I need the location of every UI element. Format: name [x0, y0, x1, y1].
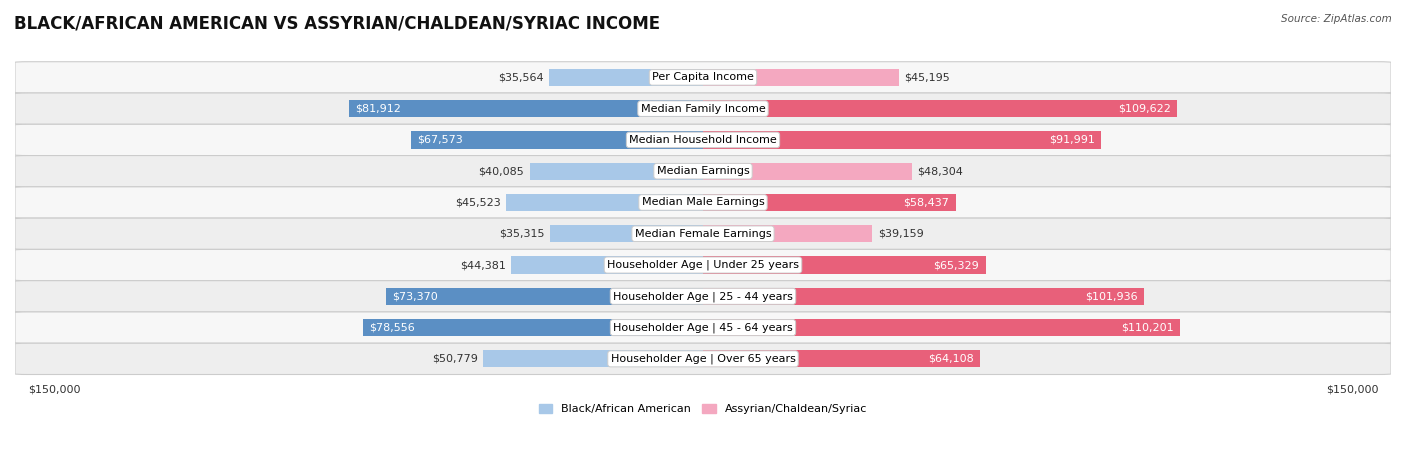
Text: $65,329: $65,329	[934, 260, 979, 270]
Bar	[530, 163, 703, 180]
FancyBboxPatch shape	[15, 249, 1391, 281]
Text: $78,556: $78,556	[370, 323, 415, 333]
Bar	[550, 69, 703, 86]
Text: $45,195: $45,195	[904, 72, 949, 82]
Bar	[506, 194, 703, 211]
Text: Householder Age | Over 65 years: Householder Age | Over 65 years	[610, 354, 796, 364]
Text: Source: ZipAtlas.com: Source: ZipAtlas.com	[1281, 14, 1392, 24]
Text: $73,370: $73,370	[392, 291, 437, 301]
Text: $101,936: $101,936	[1085, 291, 1137, 301]
Text: Per Capita Income: Per Capita Income	[652, 72, 754, 82]
Bar	[510, 256, 703, 274]
Bar	[411, 131, 703, 149]
Bar	[484, 350, 703, 368]
Text: $91,991: $91,991	[1049, 135, 1094, 145]
Bar	[703, 131, 1101, 149]
Text: $48,304: $48,304	[917, 166, 963, 176]
Text: Householder Age | 45 - 64 years: Householder Age | 45 - 64 years	[613, 322, 793, 333]
Bar	[703, 69, 898, 86]
Text: Median Male Earnings: Median Male Earnings	[641, 198, 765, 207]
Bar	[703, 319, 1180, 336]
Bar	[703, 256, 986, 274]
Bar	[349, 100, 703, 117]
Bar	[703, 288, 1144, 305]
Text: $35,564: $35,564	[498, 72, 544, 82]
Text: Median Earnings: Median Earnings	[657, 166, 749, 176]
Text: Householder Age | 25 - 44 years: Householder Age | 25 - 44 years	[613, 291, 793, 302]
Text: $110,201: $110,201	[1121, 323, 1174, 333]
Text: $109,622: $109,622	[1118, 104, 1171, 113]
Text: $39,159: $39,159	[877, 229, 924, 239]
Text: $40,085: $40,085	[478, 166, 524, 176]
Bar	[363, 319, 703, 336]
Legend: Black/African American, Assyrian/Chaldean/Syriac: Black/African American, Assyrian/Chaldea…	[534, 399, 872, 419]
Text: $44,381: $44,381	[460, 260, 506, 270]
FancyBboxPatch shape	[15, 343, 1391, 375]
Text: $67,573: $67,573	[418, 135, 463, 145]
FancyBboxPatch shape	[15, 187, 1391, 218]
Text: $64,108: $64,108	[928, 354, 974, 364]
Text: Median Household Income: Median Household Income	[628, 135, 778, 145]
Text: $81,912: $81,912	[356, 104, 401, 113]
Bar	[703, 225, 873, 242]
Bar	[703, 350, 980, 368]
Bar	[703, 100, 1177, 117]
Text: Median Family Income: Median Family Income	[641, 104, 765, 113]
FancyBboxPatch shape	[15, 281, 1391, 312]
FancyBboxPatch shape	[15, 93, 1391, 124]
FancyBboxPatch shape	[15, 62, 1391, 93]
Text: BLACK/AFRICAN AMERICAN VS ASSYRIAN/CHALDEAN/SYRIAC INCOME: BLACK/AFRICAN AMERICAN VS ASSYRIAN/CHALD…	[14, 14, 661, 32]
Bar	[385, 288, 703, 305]
Text: Householder Age | Under 25 years: Householder Age | Under 25 years	[607, 260, 799, 270]
Text: $58,437: $58,437	[904, 198, 949, 207]
Text: Median Female Earnings: Median Female Earnings	[634, 229, 772, 239]
Text: $45,523: $45,523	[456, 198, 501, 207]
Bar	[550, 225, 703, 242]
FancyBboxPatch shape	[15, 218, 1391, 249]
Text: $50,779: $50,779	[432, 354, 478, 364]
FancyBboxPatch shape	[15, 156, 1391, 187]
Bar	[703, 163, 912, 180]
Bar	[703, 194, 956, 211]
FancyBboxPatch shape	[15, 312, 1391, 343]
FancyBboxPatch shape	[15, 124, 1391, 156]
Text: $35,315: $35,315	[499, 229, 546, 239]
